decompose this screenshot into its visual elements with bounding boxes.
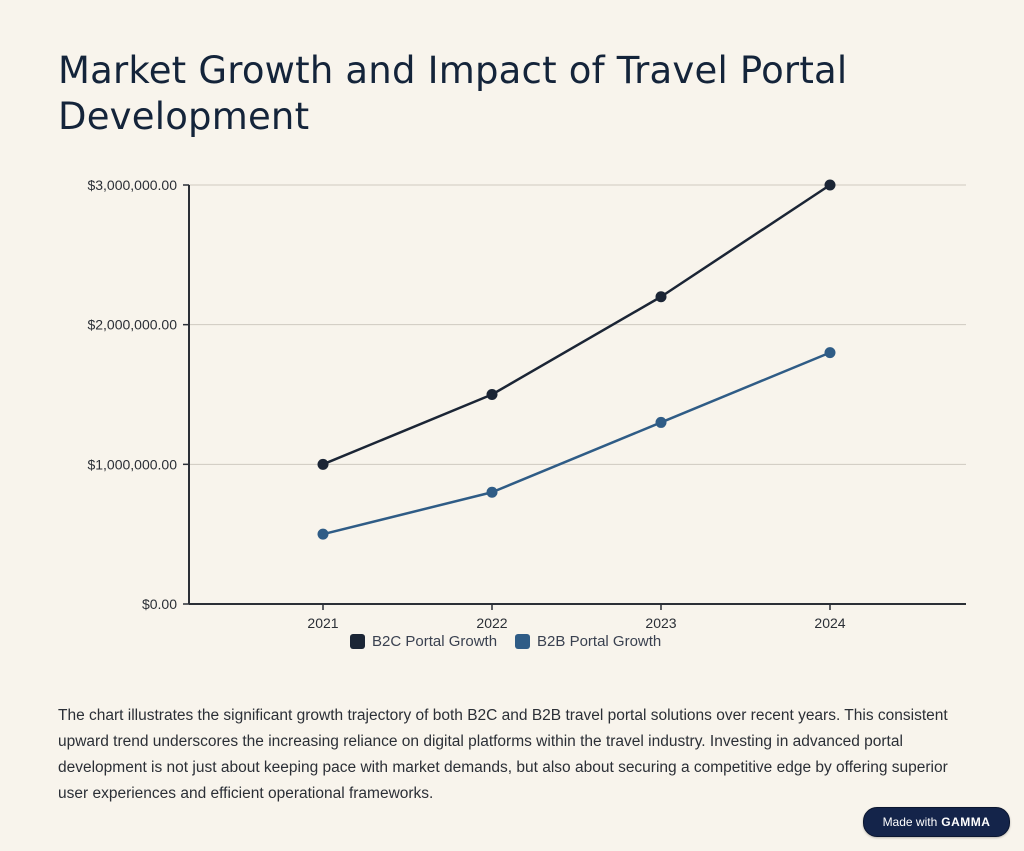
axes — [188, 185, 966, 605]
legend-label-b2b: B2B Portal Growth — [537, 633, 662, 650]
series-line-b2c — [322, 183, 831, 466]
data-point-b2b — [486, 486, 498, 498]
gridlines — [189, 184, 966, 465]
data-point-b2b — [655, 416, 667, 428]
chart-legend: B2C Portal Growth B2B Portal Growth — [350, 633, 661, 650]
page-title: Market Growth and Impact of Travel Porta… — [58, 49, 848, 138]
y-tick-label: $3,000,000.00 — [87, 177, 177, 193]
series-layer — [317, 179, 836, 540]
series-line-b2b — [322, 351, 831, 536]
data-point-b2c — [655, 291, 667, 303]
y-tick-label: $0.00 — [142, 596, 177, 612]
legend-item-b2c: B2C Portal Growth — [350, 633, 497, 650]
data-point-b2b — [317, 528, 329, 540]
x-tick-label: 2021 — [307, 615, 338, 631]
chart-description: The chart illustrates the significant gr… — [58, 707, 948, 802]
data-point-b2c — [824, 179, 836, 191]
x-axis-ticks: 2021 2022 2023 2024 — [307, 604, 846, 631]
y-tick-label: $1,000,000.00 — [87, 456, 177, 472]
data-point-b2c — [317, 458, 329, 470]
legend-swatch-b2c — [350, 634, 365, 649]
legend-item-b2b: B2B Portal Growth — [515, 633, 661, 650]
legend-swatch-b2b — [515, 634, 531, 649]
x-tick-label: 2024 — [814, 615, 845, 631]
data-point-b2c — [486, 389, 498, 400]
gamma-logo: GAMMA — [941, 815, 991, 829]
data-point-b2b — [824, 347, 836, 359]
y-tick-label: $2,000,000.00 — [87, 317, 177, 333]
legend-label-b2c: B2C Portal Growth — [372, 633, 498, 650]
x-tick-label: 2022 — [476, 615, 507, 631]
made-with-gamma-badge[interactable]: Made with GAMMA — [863, 807, 1010, 837]
badge-prefix: Made with — [882, 815, 938, 829]
x-tick-label: 2023 — [645, 615, 676, 631]
y-axis-ticks: $0.00 $1,000,000.00 $2,000,000.00 $3,000,00… — [87, 177, 189, 612]
